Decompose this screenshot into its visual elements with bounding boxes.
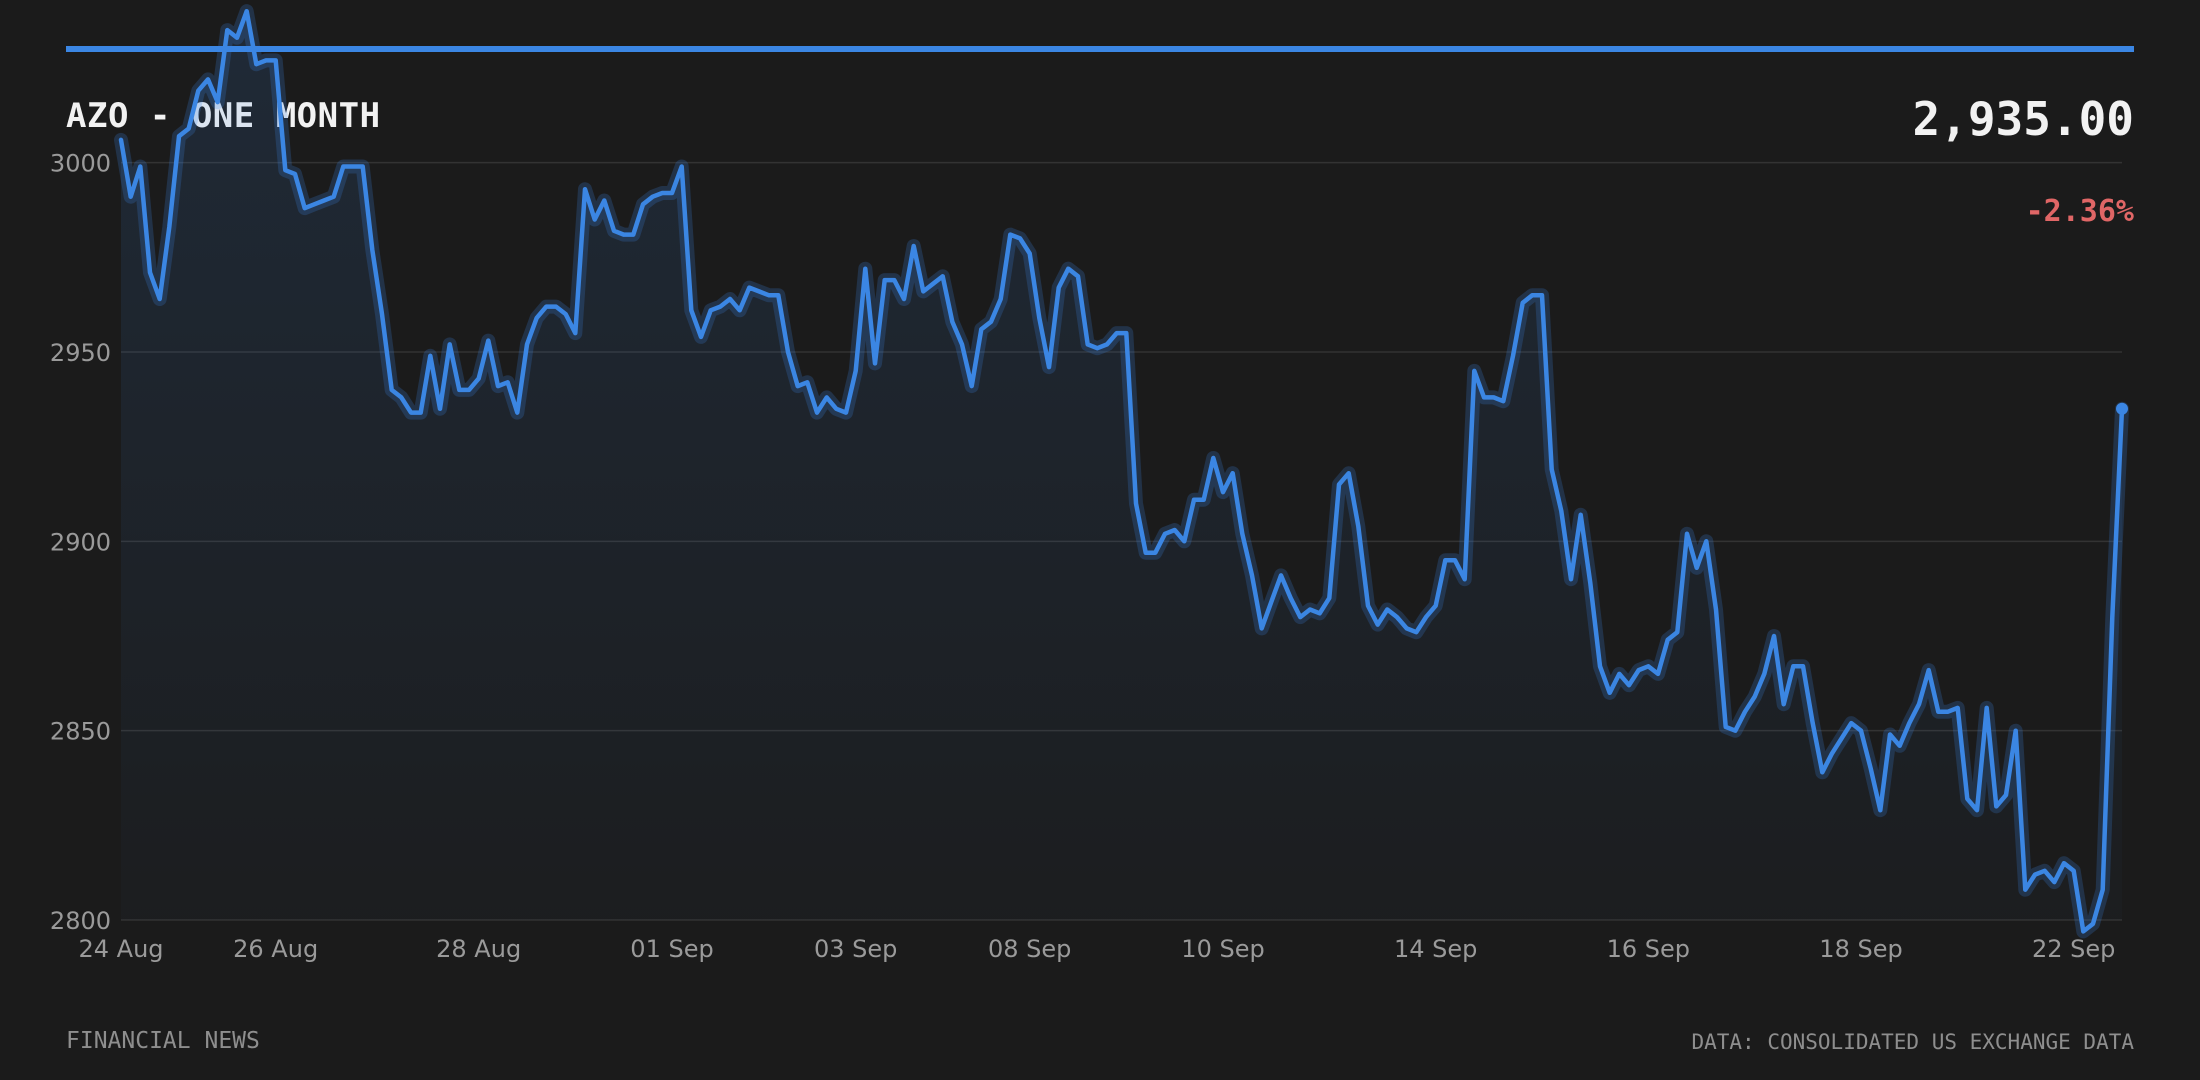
- y-axis-tick-labels: 2800 2850 2900 2950 3000: [50, 150, 111, 935]
- x-tick-label: 01 Sep: [630, 935, 713, 963]
- current-price: 2,935.00: [1912, 92, 2134, 146]
- x-tick-label: 24 Aug: [78, 935, 163, 963]
- y-tick-label: 2950: [50, 339, 111, 367]
- price-change-percent: -2.36%: [2025, 194, 2134, 229]
- y-tick-label: 2800: [50, 907, 111, 935]
- last-price-point: [2116, 402, 2128, 415]
- y-tick-label: 3000: [50, 150, 111, 178]
- footer-source-label: FINANCIAL NEWS: [66, 1028, 260, 1054]
- x-axis-tick-labels: 24 Aug 26 Aug 28 Aug 01 Sep 03 Sep 08 Sep 10 S…: [78, 935, 2115, 963]
- x-tick-label: 08 Sep: [988, 935, 1071, 963]
- top-accent-rule: [66, 46, 2134, 52]
- x-tick-label: 18 Sep: [1819, 935, 1902, 963]
- x-tick-label: 03 Sep: [814, 935, 897, 963]
- x-tick-label: 28 Aug: [436, 935, 521, 963]
- x-tick-label: 22 Sep: [2032, 935, 2115, 963]
- x-tick-label: 16 Sep: [1607, 935, 1690, 963]
- price-line: [118, 8, 2125, 934]
- y-tick-label: 2900: [50, 528, 111, 556]
- price-area-fill: [121, 11, 2122, 932]
- y-tick-label: 2850: [50, 718, 111, 746]
- price-chart: 2800 2850 2900 2950 3000 24 Aug 26 Aug 28 Aug 0…: [50, 4, 2129, 963]
- x-tick-label: 14 Sep: [1394, 935, 1477, 963]
- x-tick-label: 10 Sep: [1181, 935, 1264, 963]
- footer-data-credit: DATA: CONSOLIDATED US EXCHANGE DATA: [1691, 1030, 2134, 1054]
- x-tick-label: 26 Aug: [233, 935, 318, 963]
